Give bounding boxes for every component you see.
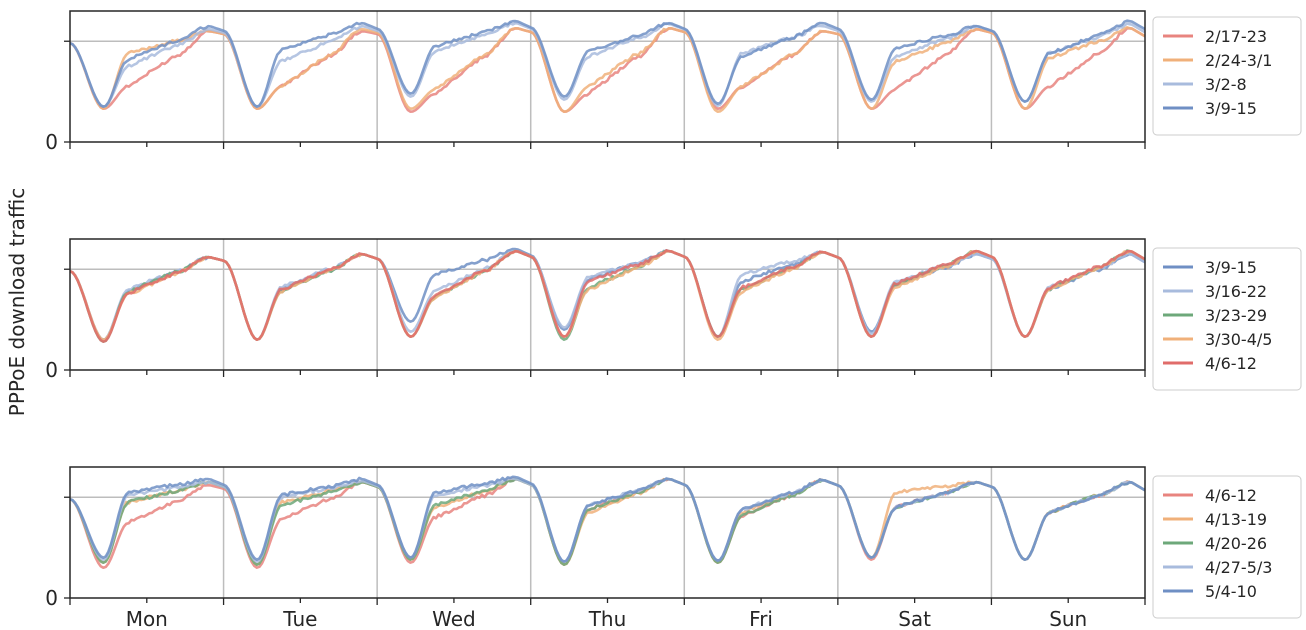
x-tick-label-tue: Tue (282, 607, 317, 630)
legend-label: 3/9-15 (1205, 258, 1257, 277)
legend-label: 4/20-26 (1205, 534, 1267, 553)
legend-label: 2/17-23 (1205, 27, 1267, 46)
x-tick-label-sat: Sat (898, 607, 931, 630)
y-tick-label-zero: 0 (45, 586, 58, 610)
x-tick-label-mon: Mon (126, 607, 168, 630)
plot-frame (69, 238, 1146, 371)
legend-box (1152, 16, 1302, 136)
x-tick-label-wed: Wed (432, 607, 476, 630)
series-line-3/2-8 (69, 21, 1146, 108)
legend-label: 4/6-12 (1205, 486, 1257, 505)
legend-label: 4/6-12 (1205, 354, 1257, 373)
legend-label: 5/4-10 (1205, 582, 1257, 601)
x-tick-label-fri: Fri (749, 607, 773, 630)
chart-panel-1: 0 2/17-23 2/24-3/1 3/2-8 3/9-15 (45, 10, 1302, 154)
legend-label: 4/13-19 (1205, 510, 1267, 529)
series-line-3/23-29 (69, 249, 1146, 343)
legend-label: 3/23-29 (1205, 306, 1267, 325)
legend-box (1152, 247, 1302, 391)
legend-label: 3/9-15 (1205, 99, 1257, 118)
legend-label: 2/24-3/1 (1205, 51, 1272, 70)
legend-label: 3/30-4/5 (1205, 330, 1272, 349)
y-axis-label: PPPoE download traffic (5, 188, 29, 416)
legend: 2/17-23 2/24-3/1 3/2-8 3/9-15 (1152, 16, 1302, 136)
y-tick-label-zero: 0 (45, 358, 58, 382)
series-line-3/9-15 (69, 19, 1146, 108)
series-line-4/6-12 (69, 249, 1146, 343)
legend-label: 4/27-5/3 (1205, 558, 1272, 577)
legend-box (1152, 475, 1302, 619)
legend-label: 3/16-22 (1205, 282, 1267, 301)
series-line-3/30-4/5 (69, 249, 1146, 341)
x-tick-label-sun: Sun (1049, 607, 1087, 630)
series-line-4/27-5/3 (69, 476, 1146, 563)
legend: 4/6-12 4/13-19 4/20-26 4/27-5/3 5/4-10 (1152, 475, 1302, 619)
series-line-5/4-10 (69, 475, 1146, 563)
chart-panel-3: 0 Mon Tue Wed Thu Fri Sat Sun 4/6-12 4/13-19 4/20-… (45, 466, 1302, 630)
series-line-4/13-19 (69, 476, 1146, 566)
chart-panel-2: 0 3/9-15 3/16-22 3/23-29 3/30-4/5 4/6-12 (45, 238, 1302, 391)
plot-frame (69, 466, 1146, 599)
legend: 3/9-15 3/16-22 3/23-29 3/30-4/5 4/6-12 (1152, 247, 1302, 391)
series-line-3/16-22 (69, 249, 1146, 341)
x-tick-label-thu: Thu (588, 607, 627, 630)
y-tick-label-zero: 0 (45, 130, 58, 154)
legend-label: 3/2-8 (1205, 75, 1247, 94)
series-line-3/9-15 (69, 247, 1146, 341)
